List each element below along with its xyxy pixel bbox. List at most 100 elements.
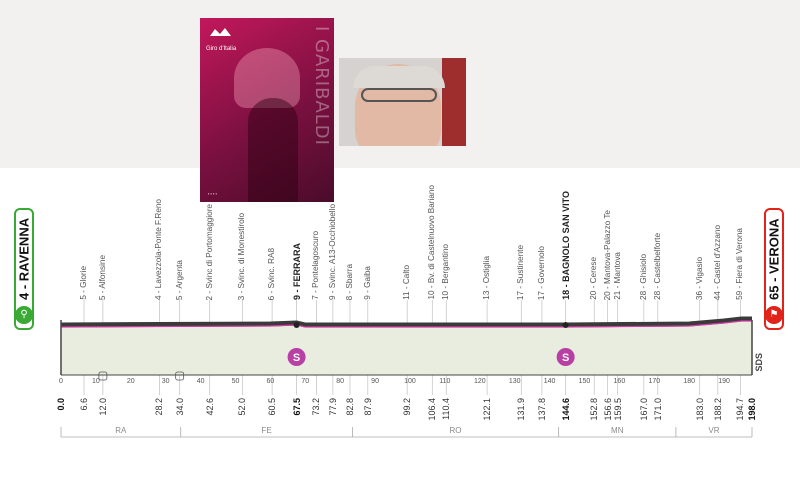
profile-area	[61, 319, 752, 375]
place-km-label: 167.0	[638, 398, 649, 421]
place-km-label: 188.2	[712, 398, 723, 421]
place-label: 5 - Glorie	[79, 266, 89, 300]
sprint-point	[293, 322, 300, 328]
place-km-label: 87.9	[362, 398, 373, 416]
km-tick-label: 10	[91, 378, 100, 385]
place-label: 36 - Vigasio	[694, 256, 704, 300]
place-label: 59 - Fiera di Verona	[735, 228, 745, 300]
place-km-label: 183.0	[694, 398, 705, 421]
region-label: RO	[449, 426, 462, 435]
sprint-icon	[287, 348, 306, 366]
place-km-label: 152.8	[589, 398, 600, 421]
km-tick-label: 80	[336, 378, 345, 385]
sprint-point	[562, 322, 569, 328]
km-tick-label: 170	[648, 378, 661, 385]
region-label: VR	[708, 426, 720, 435]
place-label: 17 - Governolo	[536, 245, 546, 300]
profile-accent-line	[60, 320, 752, 328]
place-km-label: 52.0	[237, 398, 248, 416]
finish-city-badge: 65 - VERONA ⚑	[764, 208, 784, 330]
km-tick-label: 140	[543, 378, 556, 385]
poster-footer-marks: ▪ ▪ ▪ ▪	[208, 191, 218, 196]
place-label: 10 - Bv. di Castelnuovo Bariano	[427, 185, 437, 300]
km-tick-label: 30	[161, 378, 170, 385]
sprint-icon	[556, 348, 575, 366]
place-km-label: 60.5	[267, 398, 278, 416]
place-label: 20 - Mantova-Palazzo Te	[602, 209, 612, 300]
profile-top-line	[60, 316, 752, 328]
giro-poster-image: Giro d'Italia I GARIBALDI ▪ ▪ ▪ ▪	[200, 18, 334, 202]
place-km-label: 34.0	[174, 398, 185, 416]
portrait-hair	[353, 66, 445, 88]
place-label: 18 - BAGNOLO SAN VITO	[560, 191, 571, 300]
place-label: 9 - FERRARA	[291, 242, 302, 300]
place-label: 7 - Pontelagoscuro	[311, 231, 321, 300]
place-km-label: 106.4	[427, 398, 438, 421]
place-label: 28 - Castelbelforte	[652, 233, 662, 300]
place-km-label: 110.4	[441, 398, 452, 420]
finish-flag-icon: ⚑	[765, 306, 783, 324]
place-label: 21 - Mantova	[612, 252, 622, 300]
place-km-label: 12.0	[97, 398, 108, 416]
giro-logo-icon	[210, 28, 231, 36]
place-km-label: 42.6	[204, 398, 215, 416]
place-label: 5 - Argenta	[174, 259, 184, 300]
place-km-label: 122.1	[482, 398, 493, 421]
place-label: 5 - Alfonsine	[97, 254, 107, 300]
level-crossing-icon	[98, 371, 108, 381]
place-km-label: 171.0	[652, 398, 663, 421]
place-label: 28 - Ghisiolo	[638, 254, 648, 300]
place-km-label: 194.7	[735, 398, 746, 421]
start-city-badge: 4 - RAVENNA ⚲	[14, 208, 34, 330]
km-tick-label: 190	[718, 378, 730, 385]
place-label: 8 - Sbarra	[344, 263, 354, 300]
km-tick-label: 60	[266, 378, 275, 385]
km-tick-label: 130	[508, 378, 521, 385]
region-label: RA	[115, 426, 127, 435]
km-tick-label: 50	[231, 378, 240, 385]
place-label: 3 - Svinc. di Monestirolo	[237, 212, 247, 300]
place-label: 10 - Bergantino	[441, 244, 451, 300]
place-label: 13 - Ostiglia	[482, 256, 492, 300]
place-label: 44 - Castel d'Azzano	[712, 224, 722, 300]
place-km-label: 73.2	[311, 398, 322, 416]
region-label: MN	[611, 426, 624, 435]
km-tick-label: 0	[59, 378, 63, 385]
place-km-label: 131.9	[516, 398, 527, 421]
place-km-label: 156.6	[602, 398, 613, 421]
portrait-bg	[442, 58, 466, 146]
place-label: 17 - Sustinente	[516, 244, 526, 300]
km-tick-label: 70	[301, 378, 310, 385]
place-label: 6 - Svinc. RA8	[267, 247, 277, 300]
place-label: 4 - Lavezzola-Ponte F.Reno	[154, 198, 164, 300]
sprint-icon-label: S	[293, 352, 300, 364]
place-km-label: 67.5	[291, 398, 302, 416]
poster-logo-text: Giro d'Italia	[206, 46, 237, 52]
place-label: 9 - Gaiba	[362, 266, 372, 300]
km-tick-label: 180	[683, 378, 696, 385]
place-km-label: 82.8	[344, 398, 355, 416]
start-km-label: 0.0	[56, 398, 66, 411]
km-tick-label: 110	[439, 378, 451, 385]
total-km-label: 198.0	[747, 398, 757, 421]
sds-label: SDS	[754, 353, 764, 372]
trophy-shape	[234, 48, 300, 108]
place-label: 9 - Svinc. A13-Occhiobello	[327, 203, 337, 300]
km-tick-label: 90	[371, 378, 379, 385]
km-tick-label: 160	[613, 378, 626, 385]
rider-figure	[248, 98, 298, 202]
level-crossing-icon	[175, 371, 185, 381]
km-tick-label: 120	[473, 378, 486, 385]
km-tick-label: 40	[196, 378, 205, 385]
place-label: 2 - Svinc di Portomaggiore	[204, 203, 214, 300]
poster-side-text: I GARIBALDI	[311, 26, 332, 146]
place-km-label: 6.6	[79, 398, 90, 411]
km-tick-label: 150	[578, 378, 591, 385]
place-km-label: 144.6	[560, 398, 571, 421]
km-tick-label: 100	[404, 378, 416, 385]
place-label: 20 - Cerese	[589, 257, 599, 300]
place-km-label: 28.2	[154, 398, 165, 416]
place-label: 11 - Calto	[402, 265, 412, 300]
region-label: FE	[261, 426, 272, 435]
